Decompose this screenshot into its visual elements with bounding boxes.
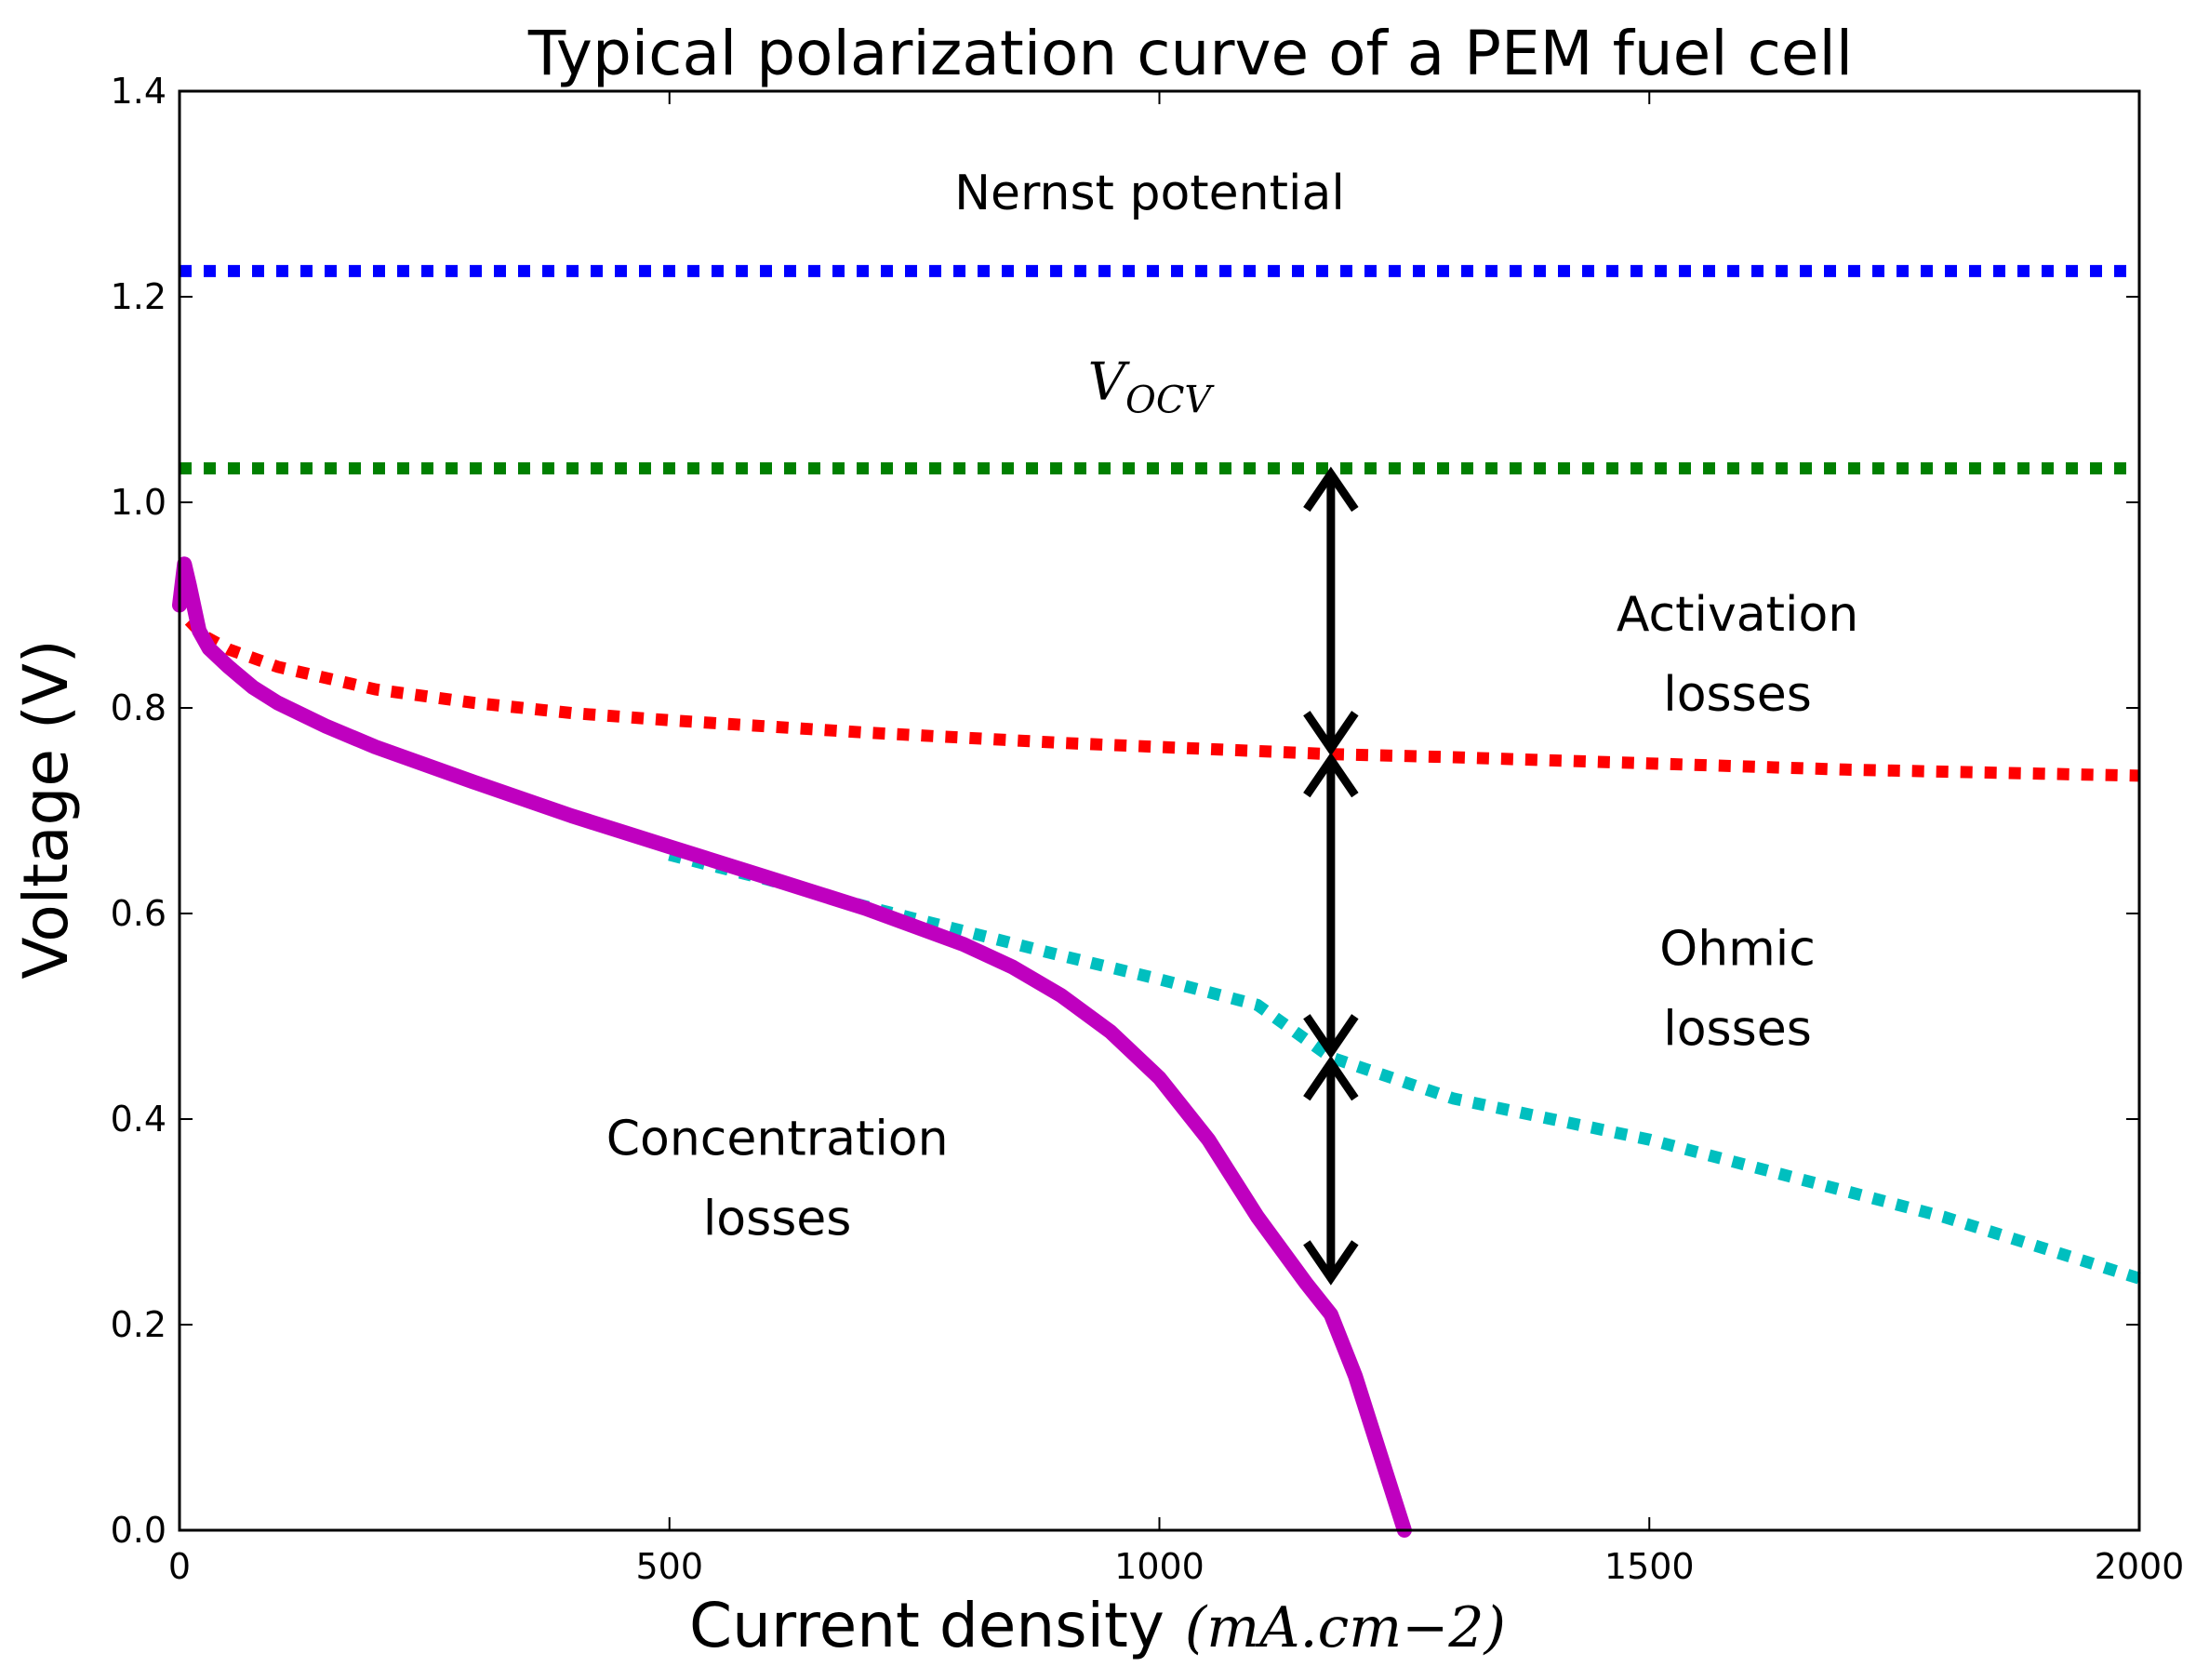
activation-arrow-head-bottom — [1303, 711, 1359, 756]
vocv-label: VOCV — [1088, 353, 1216, 422]
activation-label-line-2: losses — [1663, 667, 1812, 723]
y-tick-label: 0.2 — [111, 1304, 166, 1345]
y-axis-label: Voltage (V) — [10, 639, 82, 979]
y-tick-label: 0.4 — [111, 1099, 166, 1140]
y-tick-label: 0.0 — [111, 1510, 166, 1551]
ohmic-arrow-head-top — [1303, 752, 1359, 798]
activation-arrow-head-top — [1303, 466, 1359, 513]
series-activation-losses-curve — [184, 616, 2140, 782]
x-tick-label: 0 — [168, 1546, 191, 1587]
concentration-arrow-head-bottom — [1303, 1240, 1359, 1286]
x-tick-label: 1000 — [1114, 1546, 1204, 1587]
y-tick-label: 0.6 — [111, 893, 166, 934]
series-polarization-curve — [172, 556, 1412, 1538]
activation-arrow — [1303, 466, 1359, 756]
concentration-label-line-2: losses — [703, 1192, 852, 1247]
y-tick-label: 1.0 — [111, 482, 166, 523]
y-tick-label: 1.4 — [111, 71, 166, 112]
concentration-label-line-1: Concentration — [606, 1112, 949, 1167]
ohmic-arrow-head-bottom — [1303, 1014, 1359, 1060]
x-tick-label: 500 — [635, 1546, 703, 1587]
x-tick-label: 2000 — [2095, 1546, 2185, 1587]
x-axis-label-text: Current density — [689, 1590, 1165, 1661]
y-tick-label: 1.2 — [111, 276, 166, 317]
ohmic-label-line-1: Ohmic — [1659, 921, 1816, 977]
ohmic-label-line-2: losses — [1663, 1001, 1812, 1057]
activation-label-line-1: Activation — [1617, 587, 1858, 643]
ohmic-arrow — [1303, 752, 1359, 1060]
concentration-arrow — [1303, 1055, 1359, 1286]
x-tick-label: 1500 — [1604, 1546, 1695, 1587]
x-axis-label: Current density (mA.cm−2) — [689, 1590, 1506, 1661]
chart-title: Typical polarization curve of a PEM fuel… — [527, 18, 1853, 89]
plot-frame — [178, 89, 2141, 1532]
x-axis-units: (mA.cm−2) — [1185, 1595, 1506, 1660]
nernst-label: Nernst potential — [954, 166, 1345, 221]
concentration-arrow-head-top — [1303, 1055, 1359, 1101]
y-tick-label: 0.8 — [111, 687, 166, 728]
